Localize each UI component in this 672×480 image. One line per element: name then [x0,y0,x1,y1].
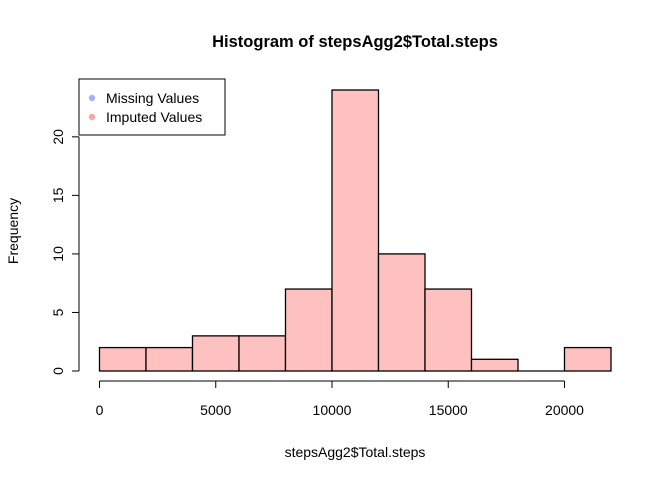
histogram-bar-6 [377,253,426,372]
histogram-bar-2 [191,335,240,372]
legend-label-missing: Missing Values [106,90,199,106]
x-axis: 0 5000 10000 15000 20000 [96,380,584,418]
legend-box [78,78,226,136]
x-tick-label: 5000 [200,402,231,418]
x-tick-label: 15000 [429,402,468,418]
x-axis-label: stepsAgg2$Total.steps [285,444,426,460]
x-tick-label: 20000 [545,402,584,418]
histogram-bar-1 [145,346,194,372]
histogram-bar-4 [284,288,333,372]
y-tick-label: 20 [50,129,66,145]
histogram-bar-0 [98,346,147,372]
chart-title: Histogram of stepsAgg2$Total.steps [212,33,498,51]
legend-marker-imputed [88,113,96,121]
histogram-bar-3 [238,335,287,372]
y-axis-label: Frequency [5,198,21,264]
histogram-bar-5 [331,89,380,372]
y-tick-label: 5 [50,308,66,316]
legend-marker-missing [88,94,96,102]
x-tick-label: 10000 [313,402,352,418]
histogram-bar-10 [563,346,612,372]
y-tick-label: 10 [50,246,66,262]
x-tick-label: 0 [96,402,104,418]
y-tick-label: 15 [50,187,66,203]
y-tick-label: 0 [50,367,66,375]
legend: Missing Values Imputed Values [78,78,226,136]
histogram-bar-8 [470,358,519,372]
bars-group [98,89,612,372]
legend-label-imputed: Imputed Values [106,109,202,125]
y-axis: 0 5 10 15 20 [50,129,80,375]
histogram-bar-7 [424,288,473,372]
